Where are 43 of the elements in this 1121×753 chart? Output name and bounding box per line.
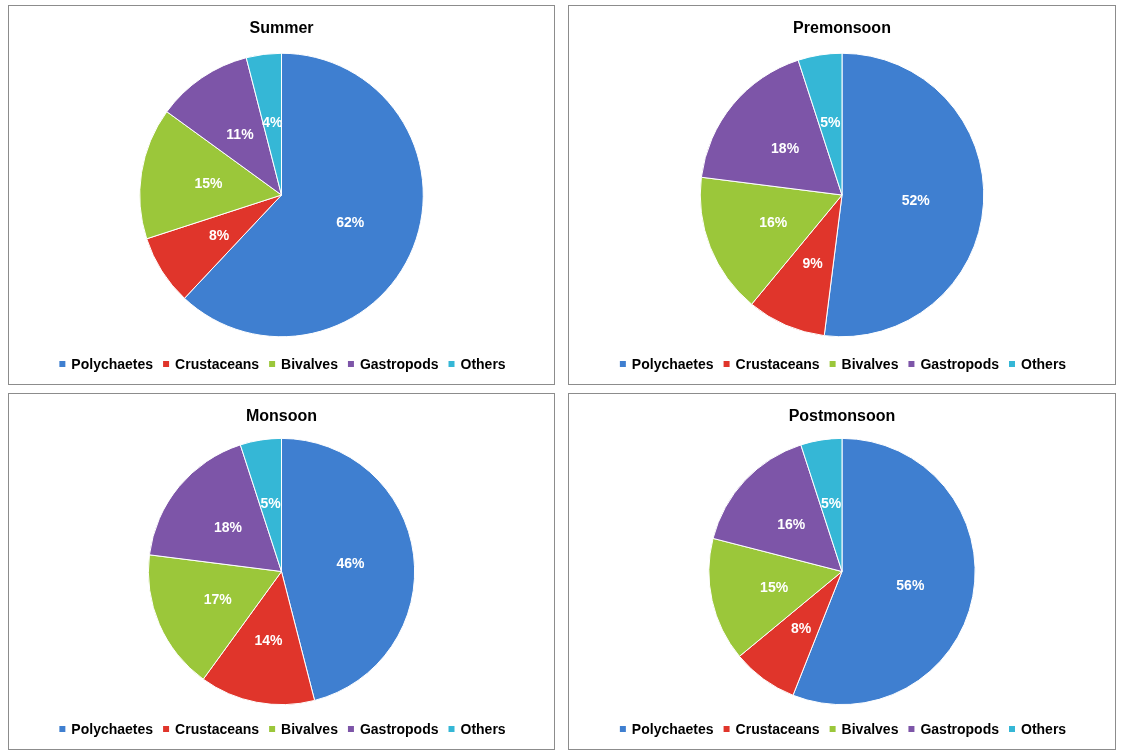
data-label: 5% [821, 494, 842, 511]
chart-title: Monsoon [245, 406, 318, 424]
data-label: 62% [336, 214, 365, 231]
data-label: 14% [254, 631, 284, 648]
legend-label: Gastropods [359, 721, 439, 737]
legend-label: Others [1021, 721, 1067, 737]
legend-label: Gastropods [359, 356, 439, 372]
data-label: 18% [213, 519, 243, 536]
chart-title: Premonsoon [793, 18, 891, 36]
data-label: 5% [260, 494, 282, 511]
legend-label: Polychaetes [631, 721, 714, 737]
legend-label: Others [460, 721, 506, 737]
chart-title: Postmonsoon [788, 406, 896, 424]
legend-label: Bivalves [281, 356, 339, 372]
legend-label: Crustaceans [175, 721, 260, 737]
legend-label: Crustaceans [735, 356, 820, 372]
legend-label: Gastropods [920, 721, 1000, 737]
data-label: 8% [209, 226, 230, 243]
legend-label: Others [460, 356, 506, 372]
legend-label: Gastropods [920, 356, 1000, 372]
data-label: 11% [226, 125, 255, 142]
legend-label: Crustaceans [735, 721, 820, 737]
data-label: 16% [759, 214, 788, 231]
legend-label: Bivalves [841, 721, 899, 737]
legend-label: Polychaetes [71, 721, 154, 737]
data-label: 5% [820, 114, 842, 131]
data-label: 52% [901, 191, 931, 208]
data-label: 9% [802, 254, 824, 271]
legend-label: Crustaceans [175, 356, 260, 372]
legend-label: Bivalves [281, 721, 339, 737]
data-label: 17% [203, 591, 233, 608]
legend-label: Polychaetes [631, 356, 714, 372]
legend-label: Bivalves [841, 356, 899, 372]
legend-label: Polychaetes [71, 356, 154, 372]
data-label: 16% [777, 515, 806, 532]
data-label: 15% [194, 175, 224, 192]
legend-label: Others [1021, 356, 1067, 372]
data-label: 8% [790, 619, 812, 636]
data-label: 15% [760, 578, 789, 595]
chart-title: Summer [249, 18, 314, 36]
data-label: 56% [896, 576, 925, 593]
data-label: 46% [336, 554, 366, 571]
data-label: 18% [771, 139, 800, 156]
